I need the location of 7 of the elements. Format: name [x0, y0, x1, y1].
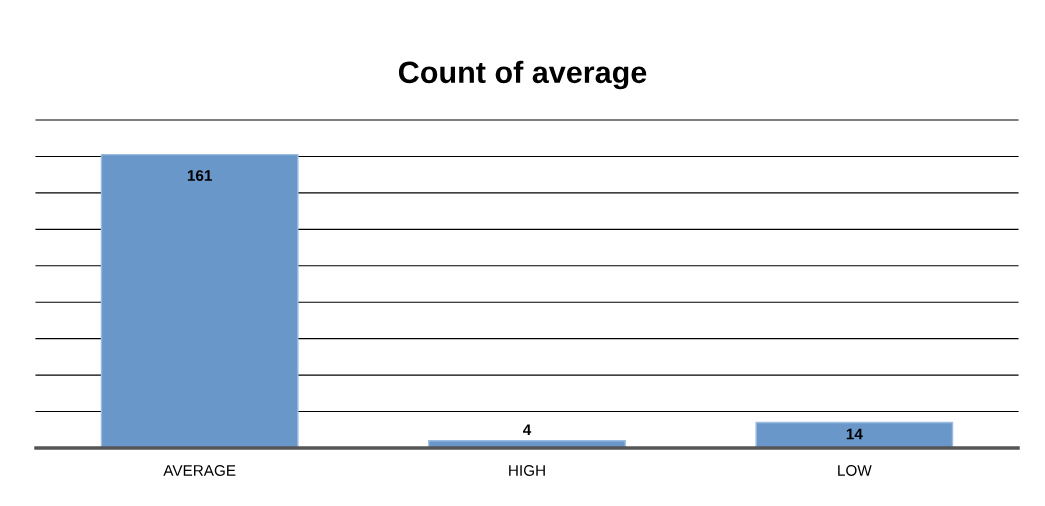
- x-tick-label: LOW: [838, 465, 872, 476]
- data-label: 4: [522, 424, 532, 435]
- data-label: 14: [846, 428, 863, 440]
- data-label: 161: [187, 170, 212, 181]
- x-tick-label: HIGH: [509, 465, 545, 476]
- chart-title: Count of average: [398, 60, 647, 90]
- x-tick-label: AVERAGE: [163, 465, 236, 476]
